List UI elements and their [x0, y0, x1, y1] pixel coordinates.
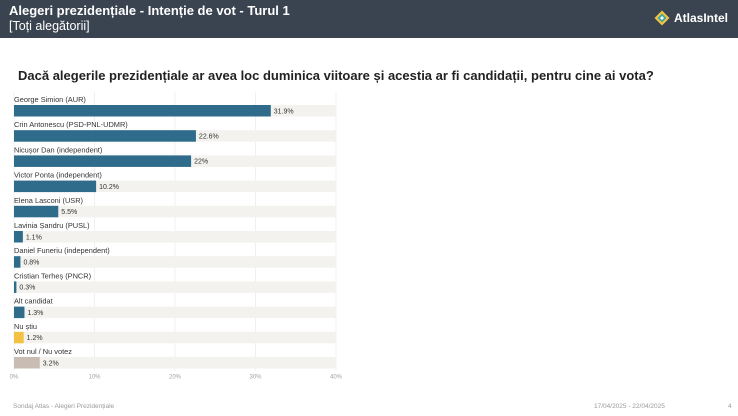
footer-page-number: 4 — [728, 403, 732, 410]
bar — [14, 155, 192, 167]
data-label: 1.2% — [27, 335, 43, 342]
chart-question: Dacă alegerile prezidențiale ar avea loc… — [18, 68, 654, 83]
category-label: Crin Antonescu (PSD-PNL-UDMR) — [14, 120, 128, 129]
footer-dates: 17/04/2025 - 22/04/2025 — [594, 403, 665, 410]
bar — [14, 306, 25, 319]
category-label: Nu știu — [14, 322, 37, 331]
page-title: Alegeri prezidențiale - Intenție de vot … — [9, 3, 290, 18]
category-label: Cristian Terheș (PNCR) — [14, 271, 91, 280]
bar — [14, 105, 271, 117]
data-label: 22% — [194, 159, 208, 166]
bar-track — [14, 180, 336, 193]
category-label: Victor Ponta (independent) — [14, 171, 102, 180]
bar-track — [14, 231, 336, 243]
x-tick-label: 30% — [249, 375, 262, 381]
x-tick-label: 40% — [330, 375, 343, 381]
data-label: 0.3% — [19, 285, 35, 292]
bar-track — [14, 306, 336, 319]
category-label: Daniel Funeriu (independent) — [14, 246, 110, 255]
data-label: 22.6% — [199, 133, 219, 140]
page-subtitle: [Toți alegătorii] — [9, 19, 90, 33]
bar-track — [14, 357, 336, 369]
x-tick-label: 0% — [10, 375, 19, 381]
header-bar: Alegeri prezidențiale - Intenție de vot … — [0, 0, 738, 38]
bar-chart: George Simion (AUR) 31.9% Crin Antonescu (… — [10, 92, 343, 381]
bar — [14, 281, 17, 293]
atlas-logo-icon — [654, 10, 670, 26]
x-tick-label: 10% — [88, 375, 101, 381]
bar — [14, 357, 40, 369]
data-label: 5.5% — [61, 209, 77, 216]
data-label: 31.9% — [274, 108, 294, 115]
bar — [14, 331, 24, 344]
bar — [14, 205, 59, 218]
bar — [14, 256, 21, 268]
bar-track — [14, 331, 336, 344]
bar-track — [14, 281, 336, 293]
bar — [14, 130, 196, 142]
footer-source: Sondaj Atlas - Alegeri Prezidențiale — [13, 403, 115, 410]
category-label: Lavinia Șandru (PUSL) — [14, 221, 90, 230]
category-label: Elena Lasconi (USR) — [14, 196, 83, 205]
category-label: Nicușor Dan (independent) — [14, 145, 102, 154]
data-label: 1.1% — [26, 234, 42, 241]
data-label: 1.3% — [27, 310, 43, 317]
bar — [14, 180, 97, 193]
bar-track — [14, 256, 336, 268]
category-label: George Simion (AUR) — [14, 95, 86, 104]
x-tick-label: 20% — [169, 375, 182, 381]
bar-track — [14, 205, 336, 218]
category-label: Vot nul / Nu votez — [14, 347, 72, 356]
bar — [14, 231, 23, 243]
data-label: 3.2% — [43, 360, 59, 367]
brand-name: AtlasIntel — [674, 11, 729, 25]
category-label: Alt candidat — [14, 297, 53, 306]
data-label: 0.8% — [23, 259, 39, 266]
data-label: 10.2% — [99, 184, 119, 191]
brand-logo: AtlasIntel — [654, 9, 728, 27]
